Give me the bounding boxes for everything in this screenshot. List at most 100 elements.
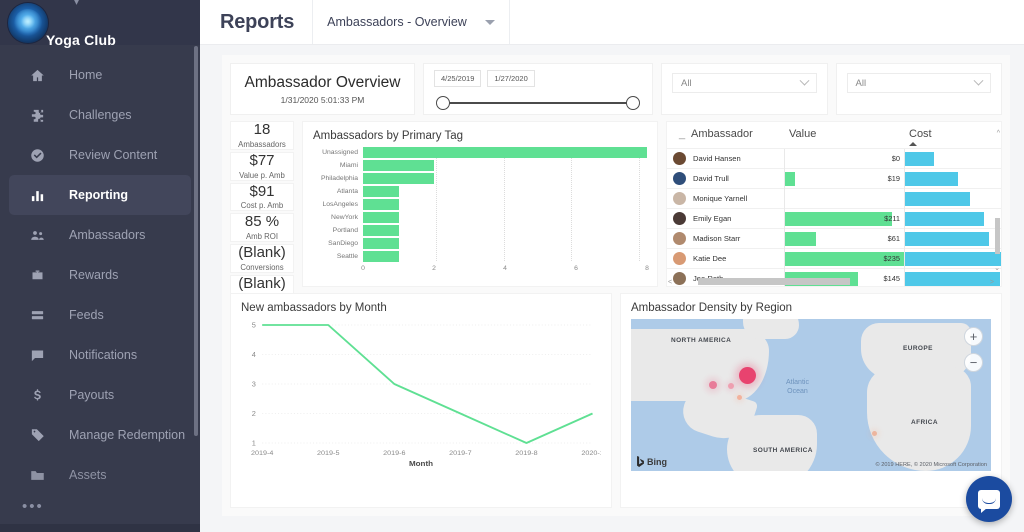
- table-vertical-scrollbar[interactable]: [995, 148, 1000, 276]
- chat-icon: [27, 346, 47, 364]
- bar-chart-row[interactable]: Portland: [313, 225, 647, 236]
- bing-logo[interactable]: Bing: [637, 456, 667, 467]
- report-title: Ambassador Overview: [244, 73, 401, 91]
- table-row[interactable]: David Trull $19: [667, 168, 1001, 189]
- map-density-dot-major: [739, 367, 756, 384]
- kpi-card: 85 % Amb ROI: [230, 213, 294, 242]
- ambassador-name: Emily Egan: [693, 214, 732, 223]
- table-row[interactable]: Katie Dee $235: [667, 248, 1001, 269]
- kpi-card: (Blank) Conversions: [230, 244, 294, 273]
- cost-bar: [905, 151, 934, 166]
- table-header-ambassador[interactable]: Ambassador: [691, 128, 753, 140]
- table-header-cost[interactable]: Cost: [909, 128, 1001, 146]
- line-chart-svg: 1 2 3 4 5 2019-4 2019-5 2019-6 2019-7 2019-8 2020-…: [251, 321, 604, 468]
- bar-fill: [363, 186, 399, 197]
- map-label-europe: EUROPE: [903, 345, 933, 352]
- bar-category-label: Atlanta: [336, 188, 358, 195]
- table-row[interactable]: David Hansen $0: [667, 148, 1001, 169]
- line-chart-title: New ambassadors by Month: [241, 302, 387, 314]
- date-range-slider[interactable]: [434, 93, 642, 113]
- sidebar-item-payouts[interactable]: Payouts: [9, 375, 191, 415]
- bar-category-label: Unassigned: [322, 149, 358, 156]
- bar-chart-row[interactable]: Philadelphia: [313, 173, 647, 184]
- map-zoom-out-button[interactable]: −: [964, 353, 983, 372]
- kpi-column: 18 Ambassadors $77 Value p. Amb $91 Cost p. A…: [230, 121, 294, 335]
- map-panel: Ambassador Density by Region NORTH AMERI…: [620, 293, 1002, 508]
- report-canvas: Ambassador Overview 1/31/2020 5:01:33 PM…: [200, 45, 1024, 532]
- table-horizontal-scrollbar[interactable]: [673, 278, 989, 285]
- kpi-label: Cost p. Amb: [240, 201, 284, 211]
- svg-text:5: 5: [252, 321, 256, 330]
- bar-fill: [363, 199, 399, 210]
- bar-track: [363, 199, 647, 210]
- date-to-field[interactable]: 1/27/2020: [487, 70, 535, 87]
- sidebar-item-manage-redemption[interactable]: Manage Redemption: [9, 415, 191, 455]
- ambassador-name: David Trull: [693, 174, 729, 183]
- map-density-dot: [709, 381, 717, 389]
- bar-chart-row[interactable]: LosAngeles: [313, 199, 647, 210]
- bar-chart-row[interactable]: Miami: [313, 160, 647, 171]
- sidebar-more-button[interactable]: •••: [22, 498, 44, 515]
- bar-chart-row[interactable]: SanDiego: [313, 238, 647, 249]
- table-row[interactable]: Monique Yarnell: [667, 188, 1001, 209]
- chat-widget-button[interactable]: [966, 476, 1012, 522]
- cost-cell: [904, 188, 1001, 209]
- value-label: $211: [884, 213, 900, 223]
- avatar: [673, 252, 686, 265]
- sidebar-item-home[interactable]: Home: [9, 55, 191, 95]
- bar-chart-row[interactable]: Atlanta: [313, 186, 647, 197]
- map-label-atlantic-ocean: Atlantic Ocean: [786, 379, 809, 395]
- dollar-icon: [27, 386, 47, 404]
- value-label: $235: [883, 253, 900, 263]
- bar-chart-title: Ambassadors by Primary Tag: [313, 130, 463, 142]
- sidebar-item-challenges[interactable]: Challenges: [9, 95, 191, 135]
- sidebar-item-label: Ambassadors: [69, 228, 146, 242]
- sidebar-item-assets[interactable]: Assets: [9, 455, 191, 495]
- map-density-dot: [737, 395, 742, 400]
- sidebar-item-rewards[interactable]: Rewards: [9, 255, 191, 295]
- value-label: $19: [887, 173, 900, 183]
- sidebar-item-ambassadors[interactable]: Ambassadors: [9, 215, 191, 255]
- table-scroll-left-icon[interactable]: <: [668, 279, 673, 286]
- sidebar-item-notifications[interactable]: Notifications: [9, 335, 191, 375]
- bar-category-label: Philadelphia: [320, 175, 358, 182]
- table-scroll-right-icon[interactable]: >: [989, 279, 994, 286]
- sidebar-scrollbar[interactable]: [194, 46, 198, 436]
- table-row[interactable]: Madison Starr $61: [667, 228, 1001, 249]
- cost-cell: [904, 168, 1001, 189]
- sort-ascending-icon: [909, 142, 917, 146]
- bar-track: [363, 212, 647, 223]
- sidebar-item-reporting[interactable]: Reporting: [9, 175, 191, 215]
- bar-chart-row[interactable]: Seattle: [313, 251, 647, 262]
- ambassador-name: Monique Yarnell: [693, 194, 748, 203]
- filter-dropdown-1[interactable]: All: [672, 73, 817, 93]
- map-label-north-america: NORTH AMERICA: [671, 337, 732, 344]
- svg-text:2019-7: 2019-7: [449, 450, 472, 457]
- bar-category-label: Portland: [332, 227, 358, 234]
- landmass-south-america: [727, 415, 817, 471]
- table-scroll-down-icon[interactable]: ⌄: [994, 265, 1000, 272]
- table-scroll-up-icon[interactable]: ^: [996, 130, 1000, 137]
- slider-handle-left[interactable]: [436, 96, 450, 110]
- sidebar-item-review-content[interactable]: Review Content: [9, 135, 191, 175]
- sidebar-item-feeds[interactable]: Feeds: [9, 295, 191, 335]
- table-header-value[interactable]: Value: [789, 128, 817, 140]
- chevron-down-icon[interactable]: ▾: [74, 0, 80, 8]
- map-zoom-in-button[interactable]: +: [964, 327, 983, 346]
- date-from-field[interactable]: 4/25/2019: [434, 70, 482, 87]
- filter-dropdown-2[interactable]: All: [846, 73, 991, 93]
- table-body: David Hansen $0 David Trull $19 Monique Yarn…: [667, 148, 1001, 286]
- sidebar-footer: [0, 524, 200, 532]
- kpi-label: Value p. Amb: [239, 170, 285, 180]
- topbar: Reports Ambassadors - Overview: [200, 0, 1024, 45]
- brand-header[interactable]: ▾ Yoga Club: [0, 0, 200, 48]
- bar-chart-bars: Unassigned Miami Philadelphia Atlanta LosAng…: [313, 147, 647, 262]
- slider-handle-right[interactable]: [626, 96, 640, 110]
- table-row[interactable]: Emily Egan $211: [667, 208, 1001, 229]
- bar-chart-row[interactable]: NewYork: [313, 212, 647, 223]
- report-selector-dropdown[interactable]: Ambassadors - Overview: [312, 0, 510, 44]
- chevron-down-icon: [484, 19, 495, 25]
- bar-chart-row[interactable]: Unassigned: [313, 147, 647, 158]
- map-canvas[interactable]: NORTH AMERICA SOUTH AMERICA EUROPE AFRIC…: [631, 319, 991, 471]
- kpi-value: (Blank): [238, 274, 286, 292]
